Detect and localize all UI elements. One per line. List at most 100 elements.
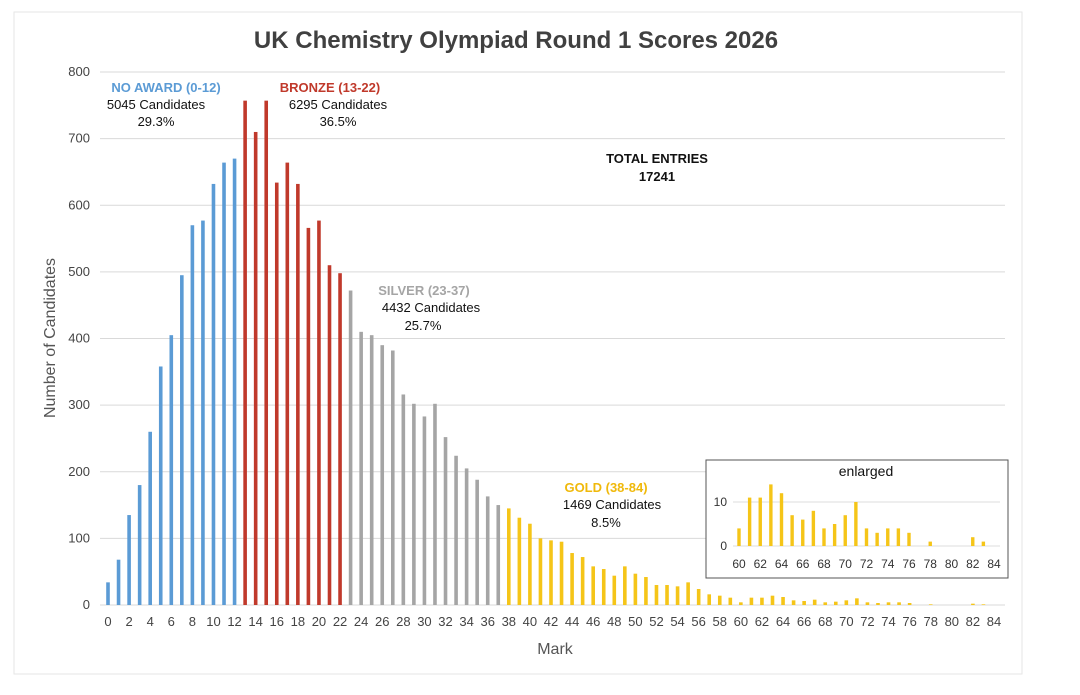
inset-bar [843, 515, 847, 546]
bar [876, 603, 880, 605]
x-tick-label: 0 [104, 614, 111, 629]
bar [296, 183, 300, 605]
x-tick-label: 72 [860, 614, 874, 629]
y-tick-label: 700 [68, 131, 90, 146]
x-tick-label: 2 [125, 614, 132, 629]
bar [190, 225, 195, 606]
bar [739, 602, 743, 605]
x-tick-label: 52 [649, 614, 663, 629]
bar [833, 601, 838, 605]
bar [148, 431, 152, 605]
y-tick-label: 0 [83, 597, 90, 612]
y-axis-label: Number of Candidates [42, 258, 59, 418]
bar [274, 182, 279, 605]
inset-y-ticks: 0 10 [714, 495, 728, 553]
bar [749, 597, 754, 605]
x-tick-label: 84 [987, 614, 1001, 629]
x-tick-label: 26 [375, 614, 389, 629]
inset-bar [875, 532, 879, 546]
x-tick-label: 16 [270, 614, 284, 629]
enlarged-inset: enlarged 0 10 60 62 64 66 68 70 72 74 76 78 80 82 84 [705, 459, 1009, 579]
inset-x-tick-label: 78 [924, 557, 938, 571]
bar [338, 273, 342, 605]
inset-bar [928, 541, 932, 546]
x-tick-label: 18 [291, 614, 305, 629]
bar [981, 604, 986, 605]
inset-x-ticks: 60 62 64 66 68 70 72 74 76 78 80 82 84 [732, 557, 1001, 571]
x-tick-label: 8 [189, 614, 196, 629]
x-tick-label: 58 [713, 614, 727, 629]
inset-bar [981, 541, 986, 546]
y-tick-label: 300 [68, 397, 90, 412]
x-tick-label: 70 [839, 614, 853, 629]
total-entries-value: 17241 [639, 169, 675, 184]
bar [928, 604, 933, 605]
bar [475, 479, 479, 605]
x-tick-label: 48 [607, 614, 621, 629]
inset-bar [801, 519, 805, 546]
bar [348, 290, 353, 605]
bar [855, 598, 859, 605]
inset-bar [886, 528, 890, 546]
bar [433, 403, 437, 605]
chart-title: UK Chemistry Olympiad Round 1 Scores 202… [254, 27, 778, 54]
bar [369, 335, 374, 605]
bar [696, 589, 701, 605]
bar [285, 162, 290, 606]
x-tick-label: 80 [945, 614, 959, 629]
total-entries-label: TOTAL ENTRIES [606, 151, 708, 166]
inset-y-tick-label: 10 [714, 495, 728, 509]
y-tick-label: 800 [68, 64, 90, 79]
bar [528, 523, 532, 605]
y-tick-label: 100 [68, 530, 90, 545]
bar [359, 331, 363, 605]
x-tick-label: 44 [565, 614, 579, 629]
x-tick-label: 54 [670, 614, 684, 629]
bar [137, 485, 142, 605]
y-tick-label: 400 [68, 331, 90, 346]
x-tick-label: 20 [312, 614, 326, 629]
gold-label: GOLD (38-84) [564, 480, 647, 495]
x-tick-label: 56 [691, 614, 705, 629]
x-tick-label: 30 [417, 614, 431, 629]
x-tick-label: 66 [797, 614, 811, 629]
bar [127, 515, 131, 605]
chart-frame [13, 11, 1023, 675]
bar [897, 602, 901, 605]
bar [665, 585, 669, 605]
bars [106, 100, 986, 606]
bar [106, 582, 110, 605]
bar [791, 600, 796, 605]
bar [443, 437, 448, 605]
x-tick-label: 68 [818, 614, 832, 629]
x-tick-label: 22 [333, 614, 347, 629]
x-tick-label: 28 [396, 614, 410, 629]
bar [601, 569, 606, 605]
bronze-candidates: 6295 Candidates [289, 97, 388, 112]
x-tick-label: 50 [628, 614, 642, 629]
bar [559, 541, 564, 605]
inset-x-tick-label: 68 [817, 557, 831, 571]
inset-bar [864, 528, 869, 546]
bar [222, 162, 226, 606]
bar [401, 394, 406, 605]
inset-bar [779, 493, 784, 546]
bar [770, 595, 775, 605]
bar [380, 345, 385, 605]
bar [728, 597, 733, 605]
bar [654, 585, 659, 605]
bar [686, 582, 690, 605]
inset-x-tick-label: 72 [860, 557, 874, 571]
inset-bar [832, 524, 837, 546]
silver-candidates: 4432 Candidates [382, 300, 481, 315]
inset-bar [854, 502, 858, 546]
bar [580, 557, 585, 605]
inset-x-tick-label: 62 [754, 557, 768, 571]
bar [717, 595, 722, 605]
inset-x-tick-label: 80 [945, 557, 959, 571]
inset-bar [971, 537, 975, 546]
x-tick-label: 64 [776, 614, 790, 629]
inset-bar [769, 484, 773, 546]
